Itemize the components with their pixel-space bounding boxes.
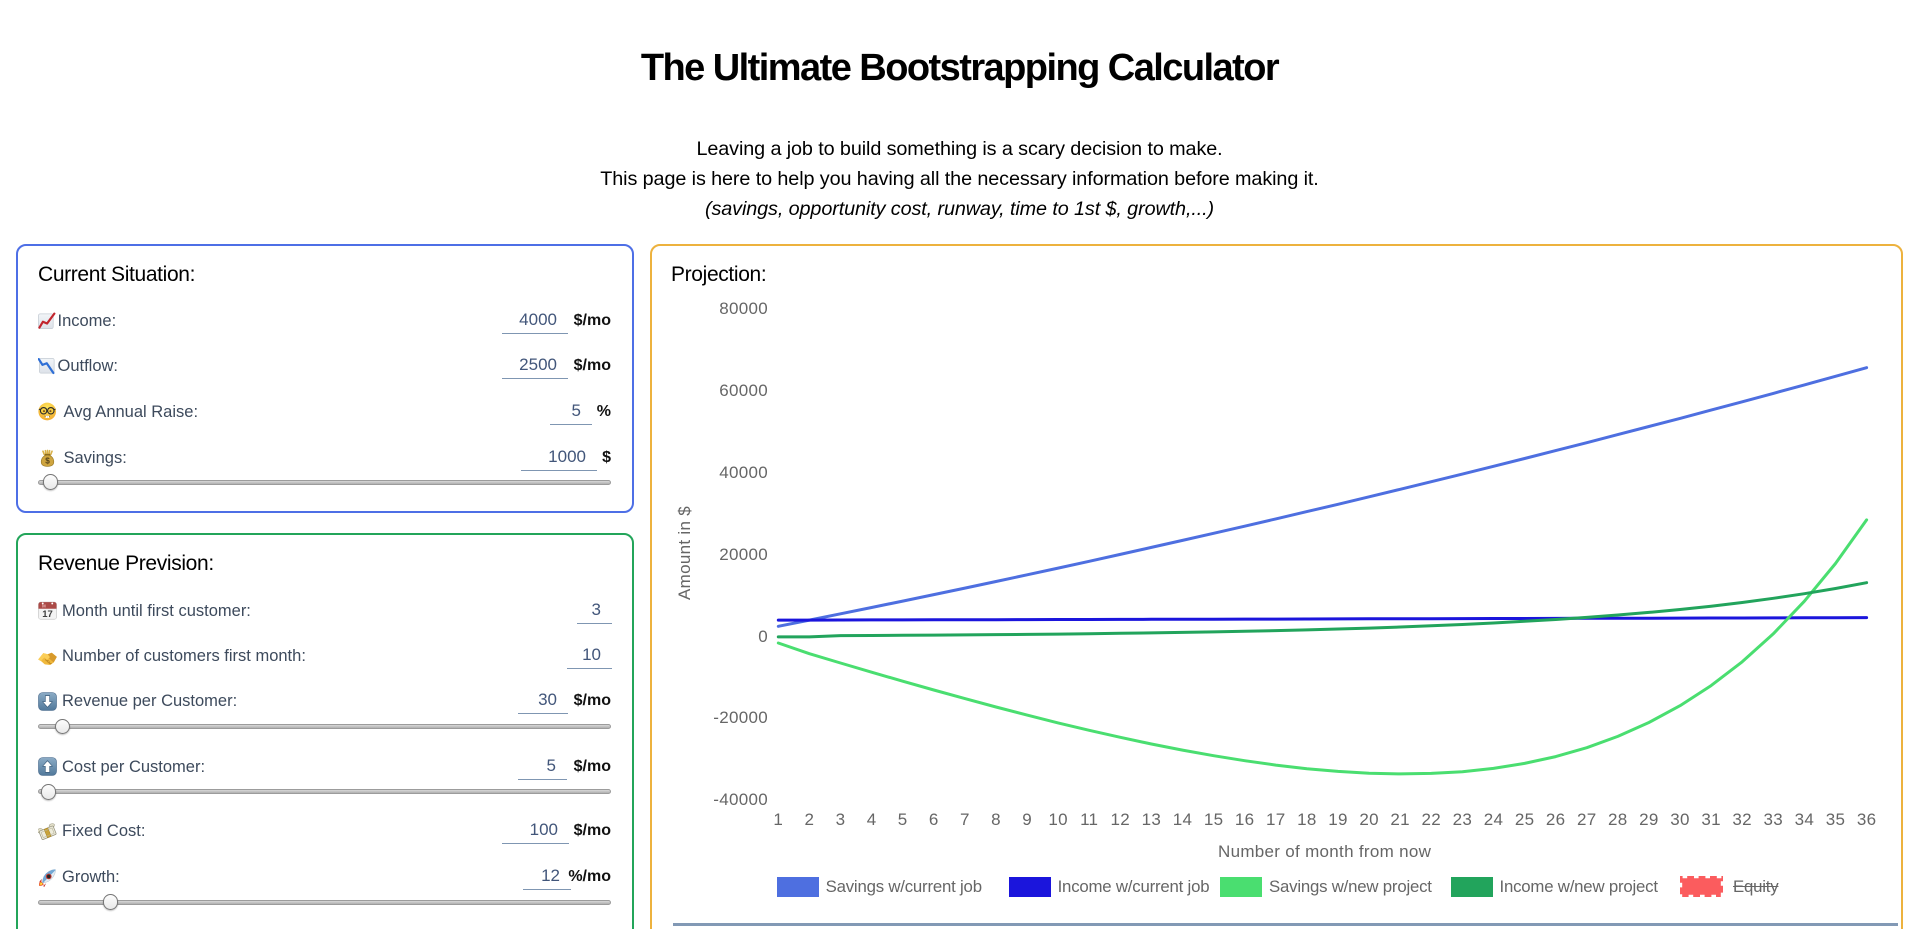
svg-text:17: 17 [42,609,53,620]
svg-text:$: $ [45,456,50,465]
svg-text:M: M [42,603,46,608]
